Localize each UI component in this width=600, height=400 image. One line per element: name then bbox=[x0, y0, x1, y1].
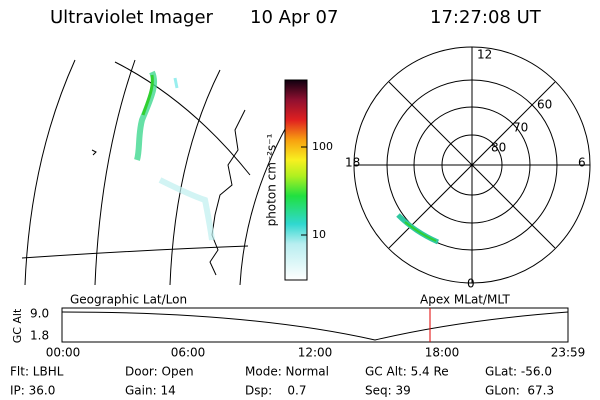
timeline-left-title: Geographic Lat/Lon bbox=[70, 293, 187, 307]
mlt-label: 12 bbox=[477, 48, 492, 62]
footer-field: Seq: 39 bbox=[365, 384, 411, 398]
footer-field: Mode: Normal bbox=[245, 365, 329, 379]
lat-label: 80 bbox=[491, 141, 506, 155]
colorbar-tick-label: 100 bbox=[312, 140, 333, 153]
footer-field: Gain: 14 bbox=[125, 384, 176, 398]
altitude-curve bbox=[61, 311, 569, 341]
time-label: 18:00 bbox=[425, 346, 460, 360]
colorbar-tick-label: 10 bbox=[312, 228, 326, 241]
footer: Flt: LBHL Door: Open Mode: Normal GC Alt: 5… bbox=[10, 365, 554, 398]
date: 10 Apr 07 bbox=[250, 7, 338, 28]
footer-field: GLat: -56.0 bbox=[485, 365, 552, 379]
colorbar-label: photon cm⁻²s⁻¹ bbox=[265, 133, 279, 226]
footer-field: Flt: LBHL bbox=[10, 365, 64, 379]
instrument: Ultraviolet Imager bbox=[50, 7, 214, 28]
footer-field: Dsp: 0.7 bbox=[245, 384, 307, 398]
time-label: 00:00 bbox=[46, 346, 81, 360]
time-label: 06:00 bbox=[171, 346, 206, 360]
mlt-label: 18 bbox=[345, 156, 360, 170]
polar-grid bbox=[353, 46, 591, 284]
lat-label: 70 bbox=[513, 121, 528, 135]
time: 17:27:08 UT bbox=[430, 7, 542, 28]
timeline-box bbox=[61, 307, 569, 343]
timeline-axis-label: GC Alt bbox=[11, 308, 24, 343]
time-label: 23:59 bbox=[551, 346, 586, 360]
mlt-label: 0 bbox=[467, 277, 475, 291]
footer-field: Door: Open bbox=[125, 365, 194, 379]
lat-label: 60 bbox=[537, 98, 552, 112]
footer-field: GLon: 67.3 bbox=[485, 384, 554, 398]
geo-map bbox=[21, 59, 291, 286]
footer-field: GC Alt: 5.4 Re bbox=[365, 365, 449, 379]
timeline-y-label: 1.8 bbox=[30, 329, 49, 343]
colorbar bbox=[284, 79, 308, 281]
mlt-label: 6 bbox=[578, 156, 586, 170]
timeline-right-title: Apex MLat/MLT bbox=[420, 293, 510, 307]
timeline-y-label: 9.0 bbox=[30, 307, 49, 321]
footer-field: IP: 36.0 bbox=[10, 384, 55, 398]
time-label: 12:00 bbox=[298, 346, 333, 360]
